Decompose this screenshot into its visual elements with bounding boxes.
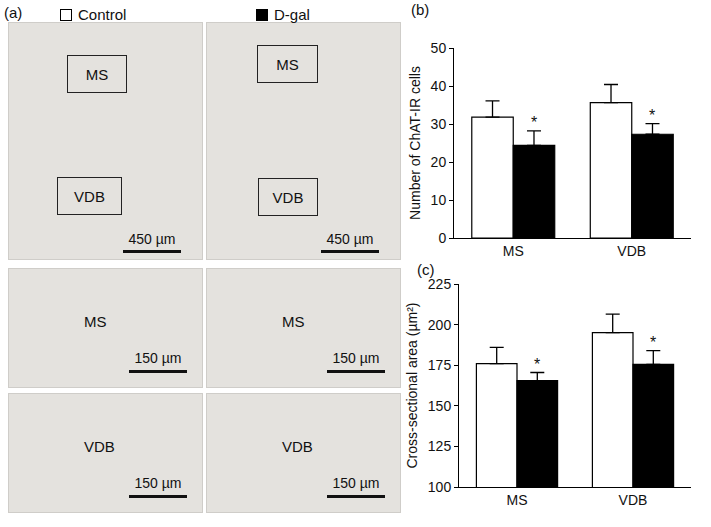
svg-text:MS: MS: [503, 243, 524, 259]
html-text:150 µm: 150 µm: [134, 350, 182, 366]
svg-text:(b): (b): [411, 1, 429, 18]
html-text:150 µm: 150 µm: [332, 475, 380, 491]
html-text:150 µm: 150 µm: [332, 350, 380, 366]
svg-text:Number of ChAT-IR cells: Number of ChAT-IR cells: [407, 66, 423, 220]
svg-text:(c): (c): [417, 262, 435, 278]
svg-text:175: 175: [428, 357, 452, 373]
svg-text:Cross-sectional area (µm²): Cross-sectional area (µm²): [404, 303, 420, 469]
html-text:150 µm: 150 µm: [134, 475, 182, 491]
svg-text:*: *: [531, 114, 537, 131]
html-text:Control: Control: [78, 6, 127, 23]
svg-text:VDB: VDB: [619, 492, 648, 508]
svg-text:*: *: [649, 107, 655, 124]
html-text:(a): (a): [4, 4, 23, 21]
svg-text:*: *: [650, 334, 656, 351]
html-text:VDB: VDB: [272, 188, 304, 206]
html-text:VDB: VDB: [74, 187, 105, 205]
svg-text:0: 0: [438, 230, 446, 246]
svg-text:MS: MS: [507, 492, 528, 508]
html-text:MS: MS: [85, 65, 109, 83]
svg-text:20: 20: [431, 154, 447, 170]
svg-text:50: 50: [431, 40, 447, 56]
svg-text:10: 10: [431, 192, 447, 208]
svg-text:*: *: [534, 356, 540, 373]
svg-text:225: 225: [428, 276, 452, 292]
html-text:D-gal: D-gal: [274, 6, 310, 23]
html-text:VDB: VDB: [84, 438, 115, 455]
html-text:450 µm: 450 µm: [326, 231, 374, 247]
html-text:MS: MS: [84, 313, 107, 330]
html-text:VDB: VDB: [282, 438, 313, 455]
svg-text:VDB: VDB: [617, 243, 646, 259]
svg-text:125: 125: [428, 438, 452, 454]
svg-text:40: 40: [431, 78, 447, 94]
svg-text:30: 30: [431, 116, 447, 132]
html-text:MS: MS: [282, 313, 305, 330]
html-text:450 µm: 450 µm: [128, 231, 176, 247]
svg-text:200: 200: [428, 317, 452, 333]
svg-text:150: 150: [428, 398, 452, 414]
svg-text:100: 100: [428, 479, 452, 495]
html-text:MS: MS: [276, 55, 299, 73]
